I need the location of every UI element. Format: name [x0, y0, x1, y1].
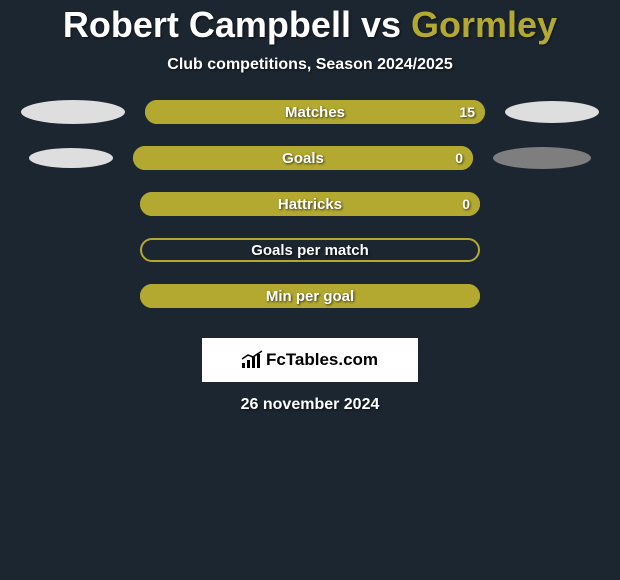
player1-stat-ellipse [29, 148, 113, 168]
stat-value: 0 [462, 192, 470, 216]
stat-row: Hattricks0 [16, 194, 604, 214]
chart-icon [242, 352, 262, 368]
stat-bar: Goals per match [140, 238, 480, 262]
stat-value: 15 [459, 100, 475, 124]
stat-row: Matches15 [16, 102, 604, 122]
stat-bar: Matches15 [145, 100, 485, 124]
stat-bar: Min per goal [140, 284, 480, 308]
stat-label: Goals [133, 146, 473, 170]
stat-row: Goals0 [16, 148, 604, 168]
stat-label: Hattricks [140, 192, 480, 216]
branding-text: FcTables.com [266, 350, 378, 370]
branding-badge[interactable]: FcTables.com [202, 338, 418, 382]
player1-stat-ellipse [21, 100, 125, 124]
stat-row: Goals per match [16, 240, 604, 260]
stat-bar: Goals0 [133, 146, 473, 170]
stats-rows: Matches15Goals0Hattricks0Goals per match… [16, 102, 604, 332]
player2-stat-ellipse [505, 101, 599, 123]
player1-name: Robert Campbell [63, 4, 351, 45]
subtitle: Club competitions, Season 2024/2025 [167, 56, 452, 74]
comparison-card: Robert Campbell vs Gormley Club competit… [0, 0, 620, 414]
date-text: 26 november 2024 [241, 396, 380, 414]
stat-value: 0 [455, 146, 463, 170]
player2-stat-ellipse [493, 147, 591, 169]
stat-label: Matches [145, 100, 485, 124]
stat-bar: Hattricks0 [140, 192, 480, 216]
stat-label: Goals per match [140, 238, 480, 262]
stat-row: Min per goal [16, 286, 604, 306]
stat-label: Min per goal [140, 284, 480, 308]
vs-separator: vs [361, 4, 401, 45]
page-title: Robert Campbell vs Gormley [63, 4, 557, 46]
player2-name: Gormley [411, 4, 557, 45]
